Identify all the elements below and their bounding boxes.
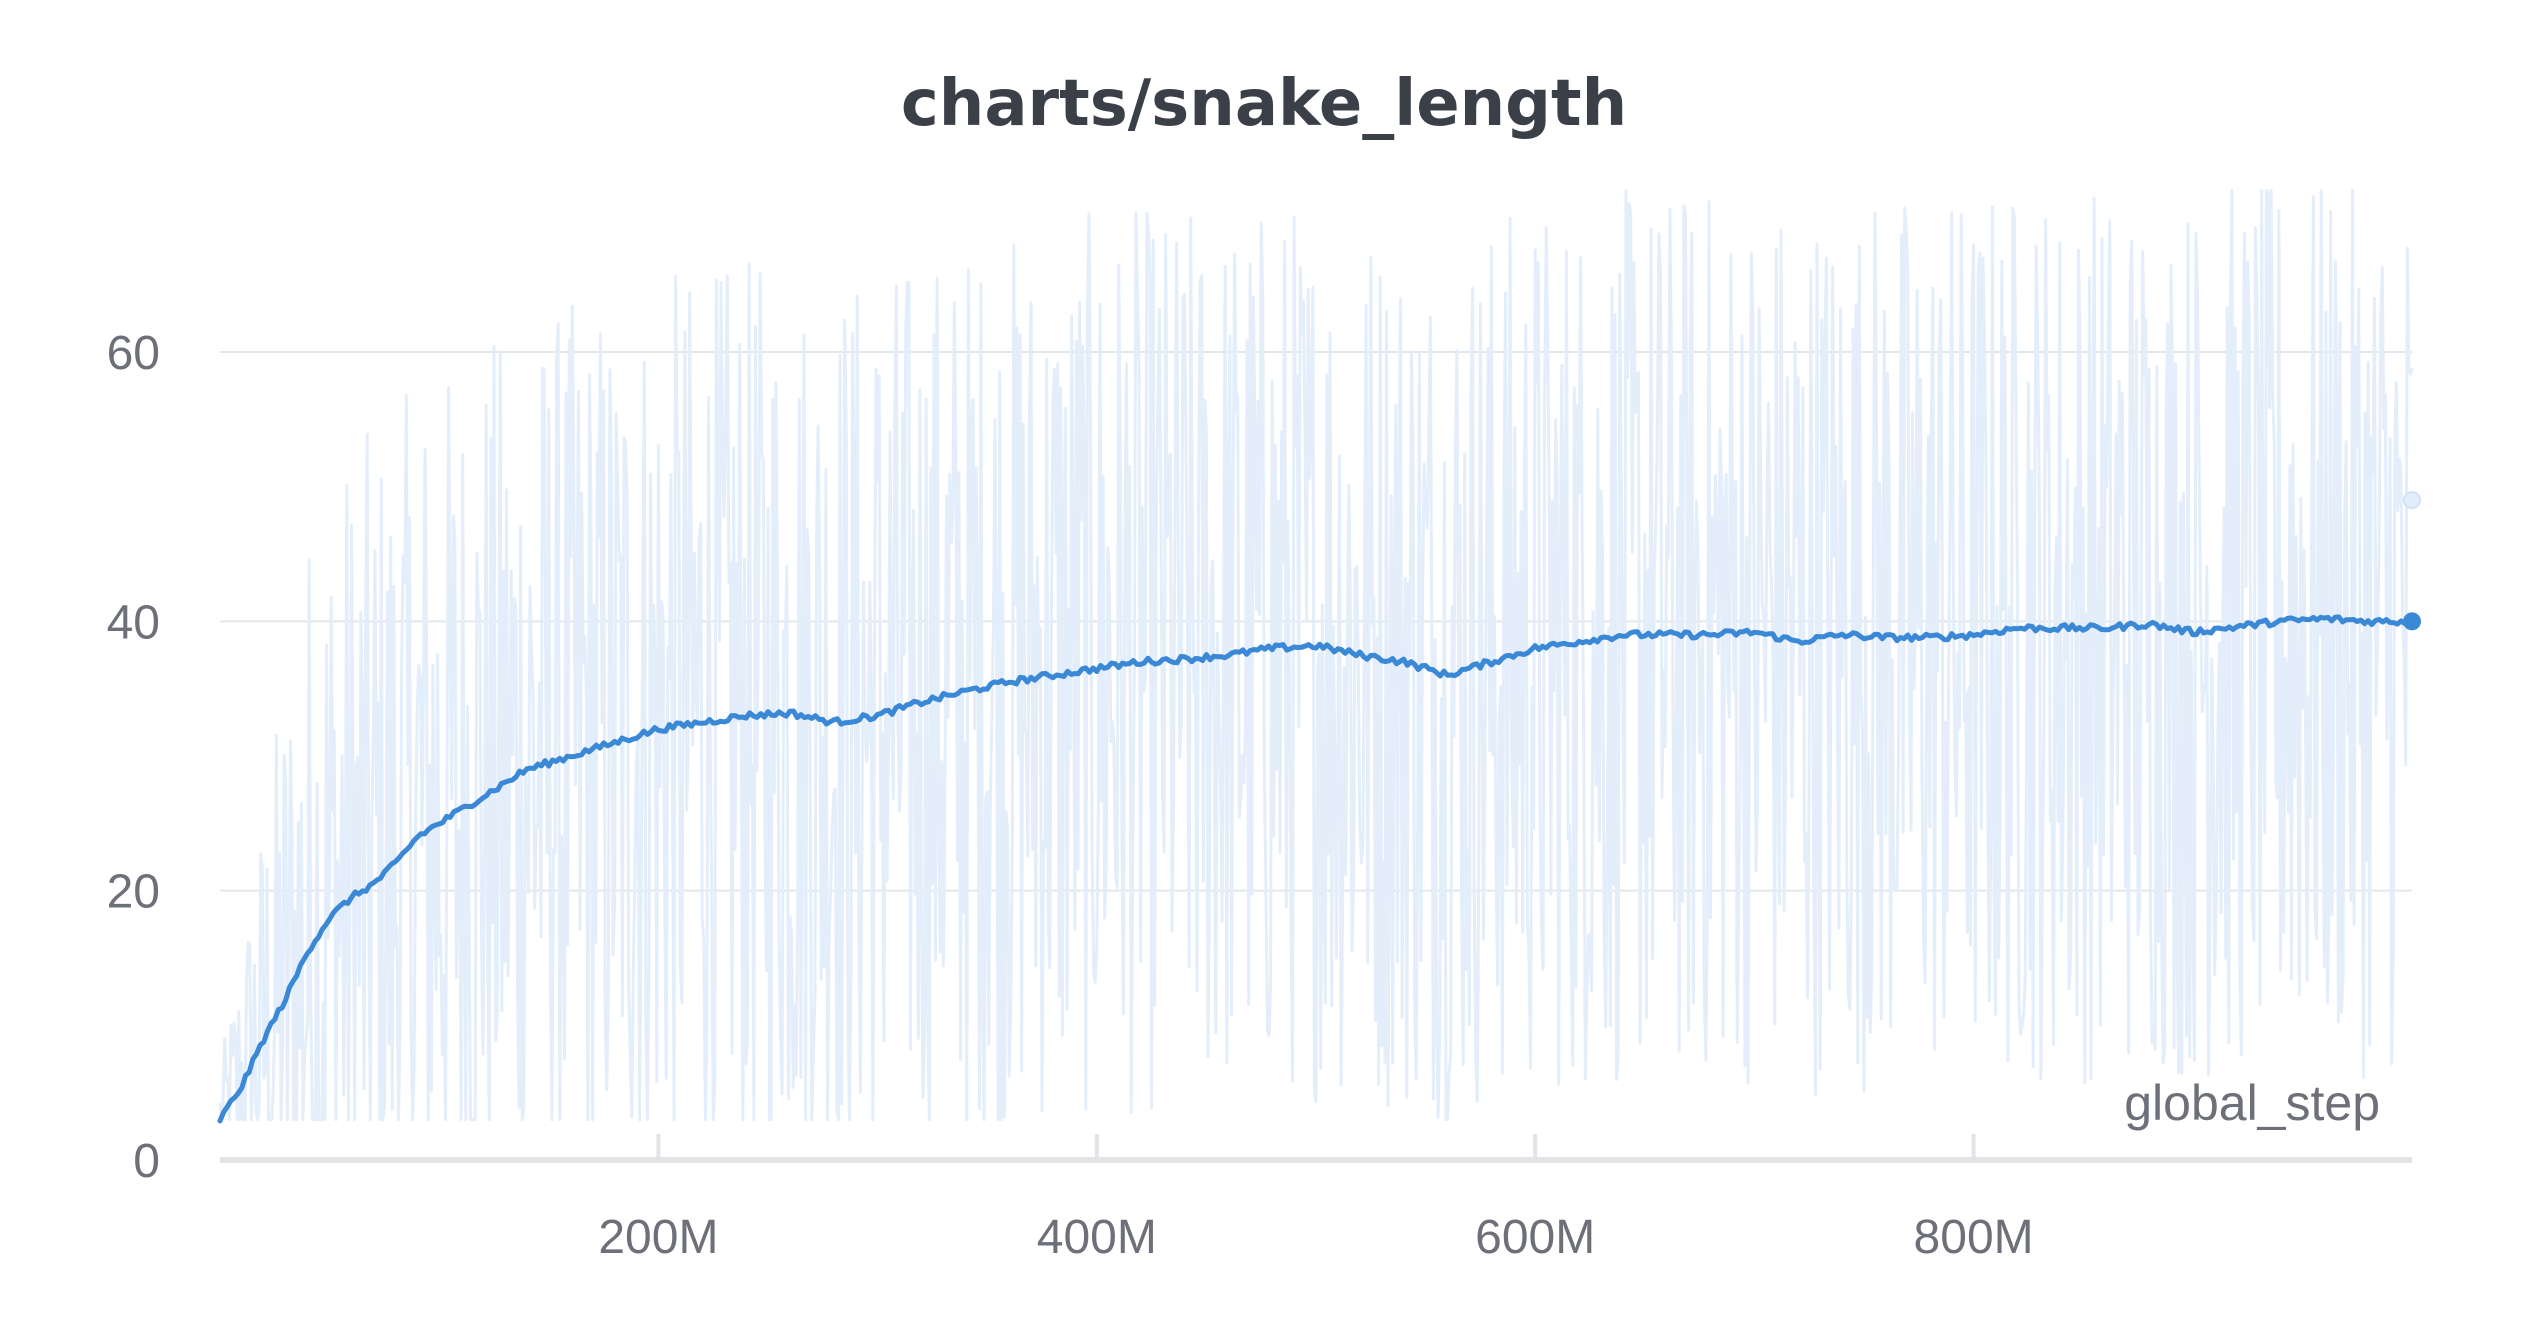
smoothed-series <box>217 612 2421 1124</box>
x-tick-label: 400M <box>1037 1211 1157 1264</box>
raw-series-endpoint <box>2403 491 2421 510</box>
y-tick-label: 20 <box>107 866 160 919</box>
axes <box>220 1134 2412 1163</box>
x-axis-label: global_step <box>2124 1075 2380 1131</box>
chart-title: charts/snake_length <box>901 67 1627 141</box>
x-tick-label: 600M <box>1475 1211 1595 1264</box>
smoothed-series-endpoint <box>2403 612 2421 631</box>
y-tick-label: 60 <box>107 327 160 380</box>
y-tick-label: 40 <box>107 596 160 649</box>
smoothed-series-line <box>217 614 2415 1124</box>
tick-labels: 0 20 40 60 200M 400M 600M 800M <box>107 327 2034 1264</box>
raw-series <box>218 188 2421 1122</box>
y-tick-label: 0 <box>133 1135 160 1188</box>
raw-series-line <box>218 188 2414 1122</box>
x-tick-label: 200M <box>598 1211 718 1264</box>
x-tick-label: 800M <box>1914 1211 2034 1264</box>
